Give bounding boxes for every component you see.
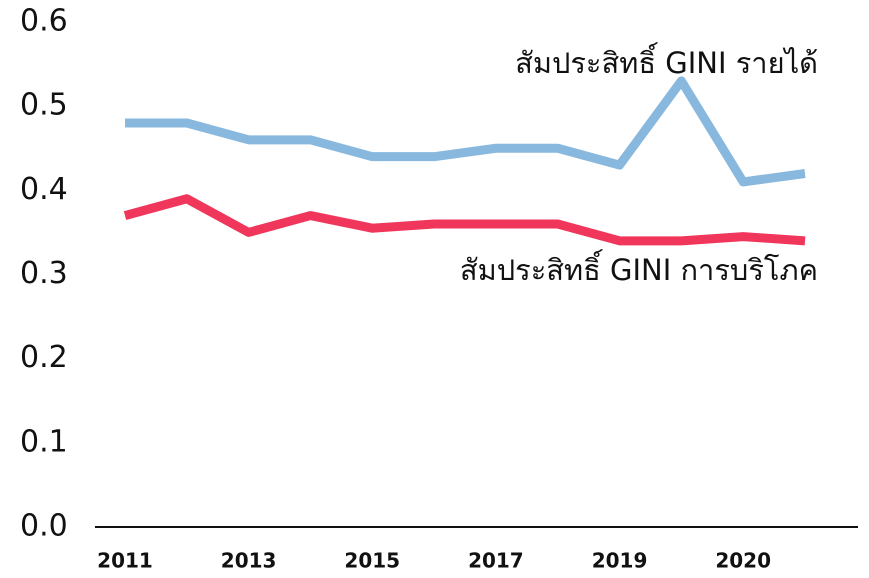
x-tick-label: 2017 xyxy=(468,549,524,573)
x-tick-label: 2013 xyxy=(221,549,277,573)
series-label: สัมประสิทธิ์ GINI การบริโภค xyxy=(460,249,818,287)
x-tick-label: 2015 xyxy=(344,549,400,573)
x-tick-label: 2020 xyxy=(715,549,771,573)
y-tick-label: 0.3 xyxy=(20,256,68,291)
series-label: สัมประสิทธิ์ GINI รายได้ xyxy=(515,42,818,80)
y-tick-label: 0.1 xyxy=(20,424,68,459)
y-tick-label: 0.5 xyxy=(20,88,68,123)
y-tick-label: 0.6 xyxy=(20,4,68,39)
y-tick-label: 0.0 xyxy=(20,509,68,544)
series-line xyxy=(123,194,806,246)
y-tick-label: 0.2 xyxy=(20,340,68,375)
y-tick-label: 0.4 xyxy=(20,172,68,207)
x-tick-label: 2011 xyxy=(97,549,153,573)
x-tick-label: 2019 xyxy=(592,549,648,573)
series-line xyxy=(125,76,806,187)
